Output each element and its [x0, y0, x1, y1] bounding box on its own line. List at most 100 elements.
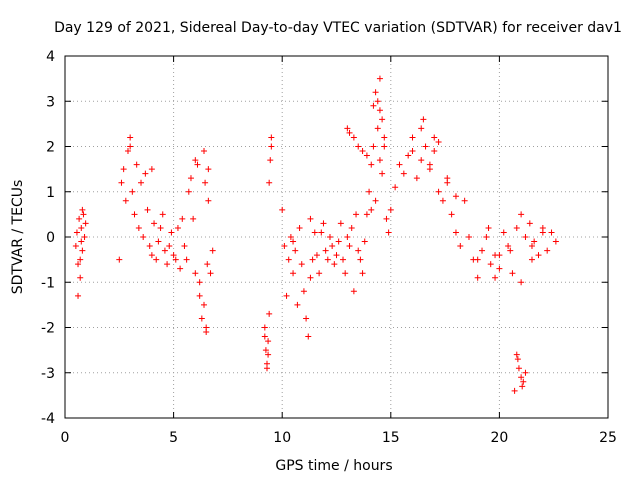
data-point: [344, 125, 351, 132]
data-point: [303, 315, 310, 322]
data-point: [148, 252, 155, 259]
data-point: [144, 206, 151, 213]
data-point: [435, 188, 442, 195]
data-point: [79, 247, 86, 254]
data-point: [77, 274, 84, 281]
data-point: [448, 211, 455, 218]
data-point: [177, 265, 184, 272]
y-tick-label: 1: [46, 185, 55, 201]
y-tick-label: -4: [41, 411, 55, 427]
x-axis-label: GPS time / hours: [275, 458, 392, 474]
data-point: [385, 229, 392, 236]
data-point: [75, 292, 82, 299]
data-point: [122, 197, 129, 204]
data-point: [262, 347, 269, 354]
data-point: [372, 197, 379, 204]
data-point: [492, 252, 499, 259]
data-point: [353, 211, 360, 218]
data-point: [515, 365, 522, 372]
data-point: [294, 301, 301, 308]
data-point: [418, 157, 425, 164]
data-point: [519, 383, 526, 390]
data-point: [157, 224, 164, 231]
data-point: [168, 229, 175, 236]
data-point: [266, 310, 273, 317]
data-point: [368, 206, 375, 213]
data-point: [372, 89, 379, 96]
data-point: [357, 256, 364, 263]
data-point: [457, 243, 464, 250]
data-point: [359, 270, 366, 277]
data-point: [72, 243, 79, 250]
data-point: [300, 288, 307, 295]
data-point: [405, 152, 412, 159]
data-point: [170, 252, 177, 259]
data-point: [513, 351, 520, 358]
y-axis-label: SDTVAR / TECUs: [10, 180, 26, 295]
data-point: [520, 378, 527, 385]
y-tick-label: 4: [46, 49, 55, 65]
data-point: [76, 215, 83, 222]
data-point: [374, 125, 381, 132]
data-point: [196, 292, 203, 299]
data-point: [192, 270, 199, 277]
data-point: [203, 324, 210, 331]
data-point: [522, 234, 529, 240]
data-point: [544, 247, 551, 254]
data-point: [439, 197, 446, 204]
data-point: [552, 238, 559, 245]
data-point: [514, 356, 521, 363]
data-point: [518, 374, 525, 381]
data-point: [340, 256, 347, 263]
data-point: [509, 270, 516, 277]
data-point: [268, 143, 275, 150]
data-point: [479, 247, 486, 254]
data-point: [155, 238, 162, 245]
x-tick-label: 10: [273, 430, 291, 446]
data-point: [359, 148, 366, 155]
data-point: [518, 211, 525, 218]
data-point: [483, 234, 490, 240]
data-point: [307, 215, 314, 222]
data-point: [279, 206, 286, 213]
data-point: [131, 211, 138, 218]
chart-title: Day 129 of 2021, Sidereal Day-to-day VTE…: [54, 20, 622, 36]
data-point: [135, 224, 142, 231]
x-tick-label: 15: [382, 430, 400, 446]
data-point: [196, 279, 203, 286]
data-point: [528, 256, 535, 263]
data-point: [287, 234, 294, 240]
data-point: [263, 365, 270, 372]
data-point: [281, 243, 288, 250]
data-point: [179, 215, 186, 222]
data-point: [342, 270, 349, 277]
data-point: [204, 261, 211, 268]
data-point: [285, 256, 292, 263]
data-point: [77, 256, 84, 263]
data-point: [337, 220, 344, 227]
data-point: [267, 157, 274, 164]
data-point: [133, 161, 140, 168]
data-point: [153, 256, 160, 263]
data-point: [118, 179, 125, 186]
data-point: [444, 179, 451, 186]
data-point: [366, 188, 373, 195]
data-point: [292, 247, 299, 254]
data-point: [324, 256, 331, 263]
data-point: [418, 125, 425, 132]
data-point: [174, 224, 181, 231]
data-point: [140, 234, 147, 240]
data-point: [431, 134, 438, 141]
data-point: [383, 215, 390, 222]
data-point: [129, 188, 136, 195]
data-point: [322, 247, 329, 254]
data-point: [75, 261, 82, 268]
data-point: [400, 170, 407, 177]
data-point: [127, 134, 134, 141]
data-point: [318, 229, 325, 236]
data-point: [209, 247, 216, 254]
data-point: [474, 274, 481, 281]
data-point: [452, 229, 459, 236]
data-point: [78, 224, 85, 231]
